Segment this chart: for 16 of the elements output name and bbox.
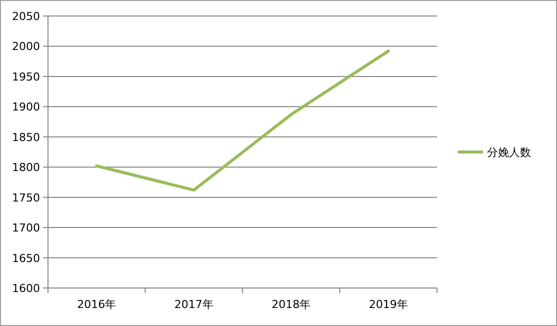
y-tick-label: 1700 xyxy=(12,222,40,235)
y-tick-label: 1950 xyxy=(12,70,40,84)
y-tick-label: 1900 xyxy=(12,100,40,114)
x-tick-label: 2016年 xyxy=(77,298,116,311)
y-tick-label: 2050 xyxy=(12,10,40,23)
y-tick-label: 1750 xyxy=(12,191,40,204)
line-series xyxy=(95,50,390,192)
legend-label: 分娩人数 xyxy=(487,146,531,159)
x-tick-label: 2019年 xyxy=(368,298,408,311)
y-tick-label: 1850 xyxy=(12,130,40,144)
y-tick-label: 1600 xyxy=(12,282,40,295)
y-tick-label: 2000 xyxy=(12,40,40,54)
x-tick-label: 2017年 xyxy=(174,298,214,311)
x-tick-label: 2018年 xyxy=(272,298,311,311)
y-tick-label: 1650 xyxy=(12,252,40,265)
y-tick-label: 1800 xyxy=(12,161,40,174)
